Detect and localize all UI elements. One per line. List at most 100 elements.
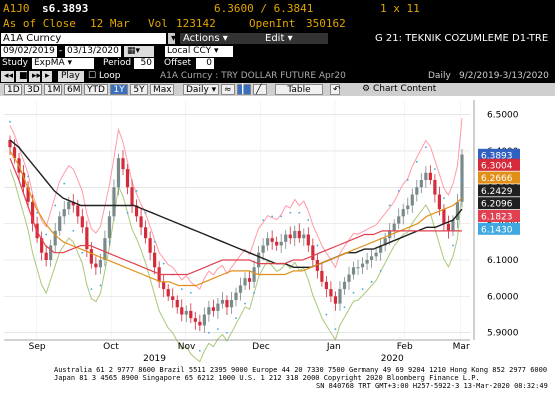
step-back-icon[interactable]: ◂◂ (1, 71, 14, 82)
security-input[interactable]: A1A Curncy (1, 33, 166, 44)
candle-body (379, 245, 383, 253)
footer-line-3: SN 840768 TRT GMT+3:00 H257-5922-3 13-Ma… (316, 382, 548, 390)
year-label: 2020 (381, 354, 404, 364)
offset-input[interactable]: 0 (196, 58, 214, 69)
y-tick-label: 6.5000 (487, 111, 519, 121)
date-from-input[interactable]: 09/02/2019 (1, 46, 57, 57)
range-3d[interactable]: 3D (24, 84, 42, 95)
candle-body (288, 234, 292, 239)
sar-dot (9, 120, 11, 123)
overlay-icon[interactable]: ≈ (221, 84, 235, 95)
step-forward-icon[interactable]: ▸▸ (29, 71, 41, 82)
candle-body (211, 307, 215, 311)
price-chart[interactable]: 5.90006.00006.10006.20006.30006.40006.50… (0, 96, 555, 364)
candle-body (21, 172, 26, 188)
range-ytd[interactable]: YTD (84, 84, 108, 95)
candle-body (225, 300, 229, 308)
calendar-icon[interactable]: ▦▾ (124, 46, 154, 57)
sar-dot (117, 182, 120, 185)
period-label: Period (103, 58, 132, 68)
candle-body (112, 187, 116, 217)
sar-dot (443, 197, 445, 200)
x-tick-label: Mar (453, 342, 470, 352)
undo-icon[interactable]: ↶ (330, 84, 341, 95)
candle-body (234, 292, 238, 300)
play-icon[interactable]: ▸ (42, 71, 52, 82)
period-input[interactable]: 50 (134, 58, 154, 69)
x-axis: Sep Oct Nov Dec Jan Feb Mar 2019 2020 (4, 339, 470, 364)
price-tag (478, 171, 520, 184)
x-tick-label: Feb (397, 342, 413, 352)
candle-body (247, 278, 252, 282)
chart-content-button[interactable]: ⚙ Chart Content (360, 84, 450, 95)
candle-body (333, 296, 338, 304)
chart-title: A1A Curncy : TRY DOLLAR FUTURE Apr20 (160, 71, 346, 81)
sar-dot (81, 251, 84, 254)
candle-body (76, 205, 80, 217)
security-dropdown-icon[interactable]: ▾ (168, 33, 176, 44)
candle-body (342, 281, 347, 290)
currency-select[interactable]: Local CCY ▾ (165, 46, 233, 57)
footer-line-1: Australia 61 2 9777 8600 Brazil 5511 239… (54, 366, 548, 374)
candle-body (153, 252, 157, 268)
edit-menu[interactable]: Edit ▾ (262, 33, 328, 44)
candle-body (419, 180, 423, 188)
sar-dot (452, 244, 454, 247)
candle-body (329, 289, 333, 297)
candle-body (175, 300, 179, 308)
candle-body (306, 234, 310, 246)
candle-body (397, 216, 401, 224)
footer-disclaimer: Australia 61 2 9777 8600 Brazil 5511 239… (0, 364, 555, 400)
candle-body (134, 205, 139, 217)
sar-dot (343, 306, 346, 309)
price-tag (478, 197, 520, 210)
play-button[interactable]: Play (58, 71, 84, 82)
candle-body (89, 249, 93, 264)
price-tag (478, 210, 520, 222)
sar-dot (54, 204, 57, 207)
sar-dot (352, 291, 355, 294)
candle-body (446, 223, 451, 231)
candle-icon[interactable]: ┃ (237, 84, 251, 95)
price-tag-label: 6.2666 (481, 174, 513, 184)
price-tag-label: 6.3893 (481, 151, 513, 161)
candle-body (437, 194, 441, 210)
table-button[interactable]: Table (275, 84, 323, 95)
candle-body (193, 318, 197, 322)
date-to-input[interactable]: 03/13/2020 (65, 46, 121, 57)
sar-dot (108, 240, 111, 243)
y-tick-label: 6.1000 (487, 256, 519, 266)
sar-dot (271, 215, 274, 218)
range-6m[interactable]: 6M (64, 84, 82, 95)
frequency-select[interactable]: Daily ▾ (183, 84, 220, 95)
candle-body (144, 227, 148, 239)
actions-chevron-icon: ▾ (222, 33, 228, 44)
sar-dot (90, 288, 93, 290)
sar-dot (415, 160, 418, 163)
sar-dot (406, 179, 409, 181)
candle-body (58, 216, 62, 231)
price-tag (478, 148, 520, 161)
candle-body (374, 252, 378, 257)
last-price: s6.3893 (42, 2, 89, 15)
loop-checkbox[interactable]: ☐ Loop (88, 71, 121, 81)
range-1d[interactable]: 1D (4, 84, 22, 95)
lower-band (9, 168, 463, 363)
candle-body (311, 245, 315, 260)
candle-body (229, 300, 234, 308)
range-1m[interactable]: 1M (44, 84, 62, 95)
line-icon[interactable]: ╱ (253, 84, 267, 95)
range-5y[interactable]: 5Y (130, 84, 148, 95)
candle-body (12, 147, 17, 159)
actions-menu[interactable]: Actions ▾ (180, 33, 262, 44)
footer-line-2: Japan 81 3 4565 8900 Singapore 65 6212 1… (54, 374, 480, 382)
sar-dot (63, 182, 66, 185)
candle-body (207, 307, 211, 315)
range-1y[interactable]: 1Y (110, 84, 128, 95)
range-max[interactable]: Max (150, 84, 174, 95)
stop-icon[interactable]: ■ (16, 71, 28, 82)
sar-dot (189, 291, 192, 294)
study-select[interactable]: ExpMA ▾ (32, 58, 94, 69)
candle-body (8, 140, 12, 148)
candle-body (356, 267, 360, 269)
